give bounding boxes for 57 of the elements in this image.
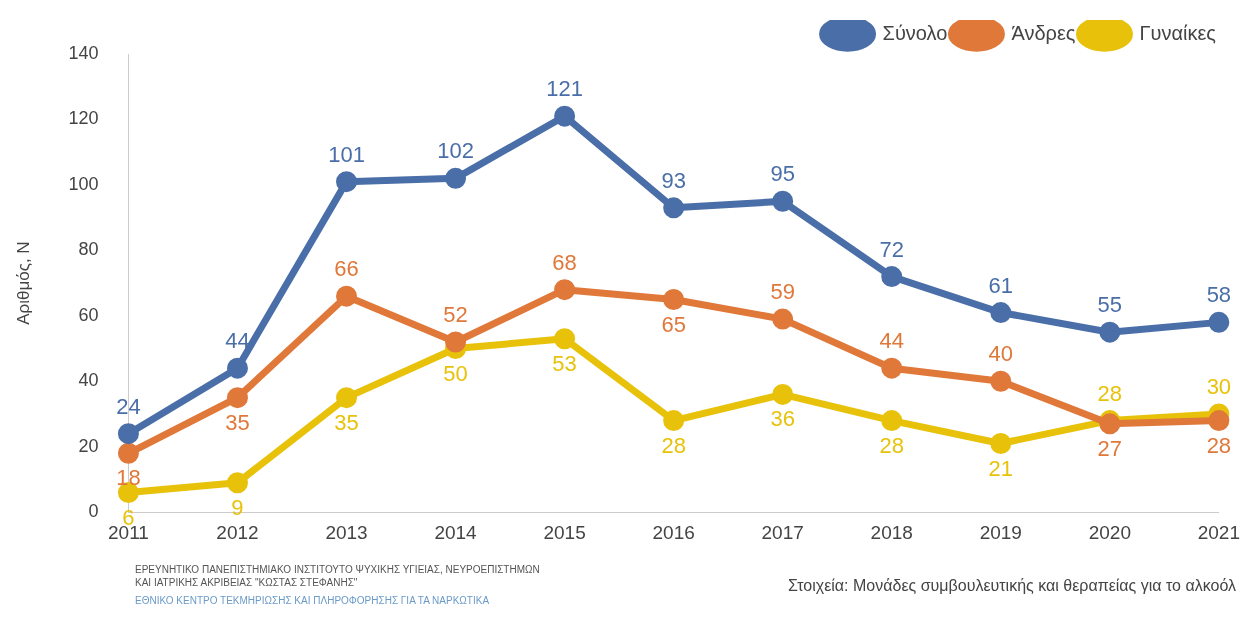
x-tick-label: 2014 xyxy=(434,521,478,543)
data-label: 28 xyxy=(1097,380,1123,406)
data-label: 65 xyxy=(661,311,686,337)
x-tick-label: 2016 xyxy=(652,521,695,543)
data-label: 59 xyxy=(770,279,795,305)
y-tick-label: 80 xyxy=(78,239,99,260)
data-label: 28 xyxy=(661,432,686,458)
legend-label: Άνδρες xyxy=(1011,21,1076,44)
data-label: 102 xyxy=(437,138,474,164)
data-label: 36 xyxy=(770,406,795,432)
data-label: 50 xyxy=(443,360,468,386)
data-label: 30 xyxy=(1206,374,1232,400)
data-label: 121 xyxy=(546,76,583,102)
data-label: 53 xyxy=(552,350,577,376)
data-label: 95 xyxy=(770,161,795,187)
data-label: 55 xyxy=(1097,292,1123,318)
legend-label: Σύνολο xyxy=(882,21,948,44)
x-tick-label: 2020 xyxy=(1088,521,1131,543)
data-label: 18 xyxy=(116,465,141,491)
data-label: 35 xyxy=(334,409,359,435)
data-label: 28 xyxy=(879,432,904,458)
data-label: 35 xyxy=(225,409,250,435)
x-tick-label: 2019 xyxy=(979,521,1022,543)
x-tick-label: 2021 xyxy=(1197,521,1241,543)
y-tick-label: 60 xyxy=(78,304,99,325)
data-label: 9 xyxy=(231,494,244,520)
data-label: 93 xyxy=(661,167,686,193)
text: ΕΡΕΥΝΗΤΙΚΟ ΠΑΝΕΠΙΣΤΗΜΙΑΚΟ ΙΝΣΤΙΤΟΥΤΟ ΨΥΧΙΚΗΣ ΥΓΙΕΙΑΣ, ΝΕΥΡΟΕΠΙΣΤΗΜΩΝ ΚΑΙ ΙΑΤΡΙΚΗΣ ΑΚΡΙΒΕΙΑΣ "ΚΩΣΤΑΣ ΣΤΕΦΑΝΗΣ" xyxy=(135,563,541,589)
legend-label: Γυναίκες xyxy=(1139,21,1217,44)
x-tick-label: 2017 xyxy=(761,521,804,543)
data-label: 44 xyxy=(225,328,250,354)
data-label: 28 xyxy=(1206,432,1232,458)
x-tick-label: 2013 xyxy=(325,521,368,543)
data-label: 52 xyxy=(443,302,468,328)
data-label: 27 xyxy=(1097,435,1123,461)
data-label: 101 xyxy=(328,141,365,167)
data-label: 40 xyxy=(988,341,1014,367)
data-label: 44 xyxy=(879,328,904,354)
y-tick-label: 140 xyxy=(68,42,99,63)
y-tick-label: 20 xyxy=(78,435,99,456)
y-tick-label: 120 xyxy=(68,108,99,129)
y-tick-label: 100 xyxy=(68,173,99,194)
x-tick-label: 2015 xyxy=(543,521,586,543)
x-tick-label: 2012 xyxy=(216,521,259,543)
text: Στοιχεία: Μονάδες συμβουλευτικής και θεραπείας για το αλκοόλ xyxy=(788,577,1236,595)
data-label: 66 xyxy=(334,256,359,282)
data-label: 61 xyxy=(988,272,1014,298)
data-label: 21 xyxy=(988,455,1014,481)
text: ΕΘΝΙΚΟ ΚΕΝΤΡΟ ΤΕΚΜΗΡΙΩΣΗΣ ΚΑΙ ΠΛΗΡΟΦΟΡΗΣΗΣ ΓΙΑ ΤΑ ΝΑΡΚΩΤΙΚΑ xyxy=(135,595,490,606)
data-label: 58 xyxy=(1206,282,1232,308)
data-label: 72 xyxy=(879,236,904,262)
data-label: 68 xyxy=(552,249,577,275)
data-label: 24 xyxy=(116,393,141,419)
y-axis-title: Αριθμός, Ν xyxy=(13,241,33,325)
x-tick-label: 2018 xyxy=(870,521,913,543)
y-tick-label: 40 xyxy=(78,370,99,391)
y-tick-label: 0 xyxy=(88,501,99,522)
